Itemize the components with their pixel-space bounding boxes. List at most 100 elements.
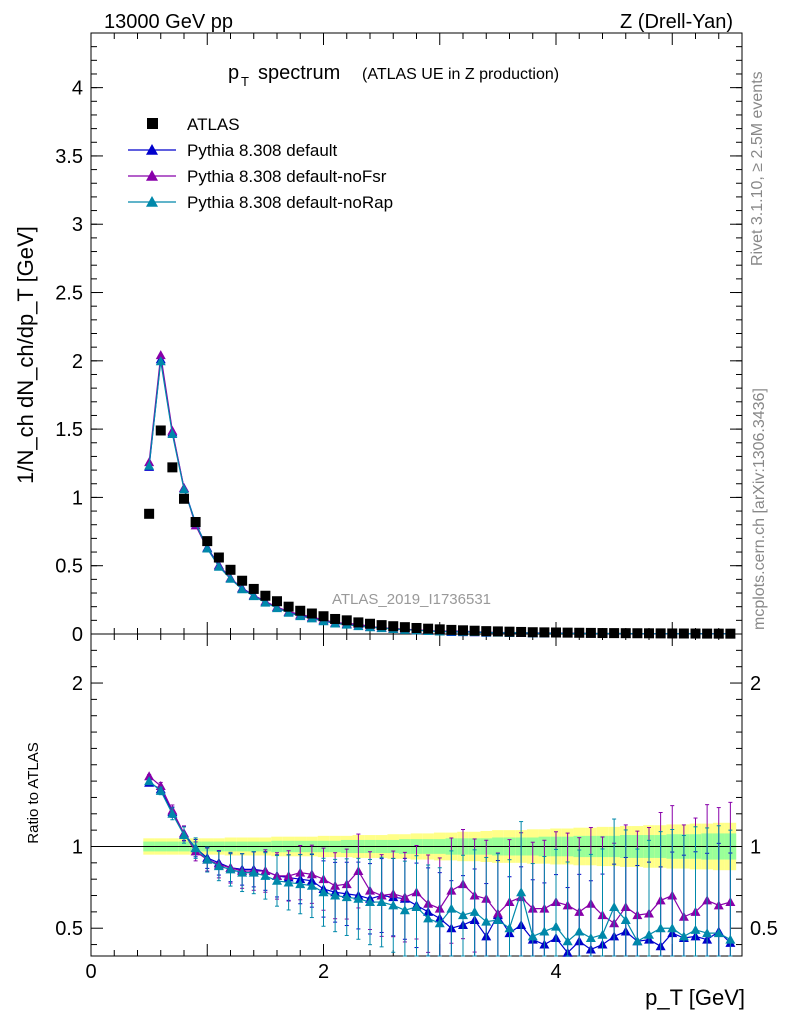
main-series <box>144 350 736 639</box>
atlas-point <box>469 625 480 636</box>
main-point-norap <box>179 484 189 494</box>
ratio-y-tick-label-right: 1 <box>750 836 761 858</box>
ratio-point-norap <box>504 923 515 933</box>
legend-marker-triangle <box>146 144 158 155</box>
ratio-point-norap <box>155 785 166 795</box>
ratio-point-norap <box>609 901 620 911</box>
ratio-point-norap <box>213 861 224 871</box>
main-y-axis-label: 1/N_ch dN_ch/dp_T [GeV] <box>13 226 38 484</box>
ratio-y-tick-label: 0.5 <box>55 918 83 940</box>
ratio-point-norap <box>330 890 341 900</box>
ratio-point-norap <box>446 903 457 913</box>
atlas-point <box>295 605 306 616</box>
ratio-point-norap <box>353 893 364 903</box>
ratio-point-norap <box>190 843 201 853</box>
atlas-point <box>678 628 689 639</box>
atlas-point <box>167 462 178 473</box>
ratio-point-norap <box>144 776 155 786</box>
title-spectrum: spectrum <box>258 62 340 84</box>
atlas-point <box>179 493 189 504</box>
mcplots-label: mcplots.cern.ch [arXiv:1306.3436] <box>751 388 768 630</box>
main-point-norap <box>283 607 294 617</box>
legend-label: Pythia 8.308 default-noFsr <box>187 167 387 186</box>
ratio-point-norap <box>516 887 527 897</box>
legend-entry: ATLAS <box>147 115 240 134</box>
main-y-tick-label: 0.5 <box>55 556 83 578</box>
main-point-norap <box>237 584 248 594</box>
atlas-point <box>376 620 387 631</box>
atlas-point <box>481 626 492 637</box>
rivet-label: Rivet 3.1.10, ≥ 2.5M events <box>749 71 766 266</box>
atlas-point <box>434 624 445 635</box>
ratio-point-norap <box>725 934 736 944</box>
x-tick-label: 4 <box>550 961 561 983</box>
atlas-point <box>341 615 352 626</box>
ratio-point-norap <box>248 867 259 877</box>
x-tick-label: 0 <box>85 961 96 983</box>
legend: ATLAS Pythia 8.308 default Pythia 8.308 de… <box>128 115 393 212</box>
ratio-point-norap <box>667 923 678 933</box>
atlas-point <box>655 628 666 639</box>
atlas-point <box>365 618 375 629</box>
atlas-point <box>213 552 224 563</box>
atlas-point <box>539 627 550 638</box>
x-tick-label: 2 <box>318 961 329 983</box>
ratio-point-norap <box>713 928 724 938</box>
ratio-point-norap <box>399 905 410 915</box>
atlas-point <box>318 611 329 622</box>
main-y-tick-label: 3 <box>72 214 83 236</box>
main-point-norap <box>155 356 166 366</box>
ratio-y-tick-label: 1 <box>72 836 83 858</box>
ratio-point-norap <box>365 897 375 907</box>
ratio-point-norap <box>272 875 282 885</box>
watermark: ATLAS_2019_I1736531 <box>332 591 491 608</box>
ratio-point-norap <box>376 897 387 907</box>
ratio-point-norap <box>237 867 248 877</box>
title-p: p <box>228 62 239 84</box>
legend-marker-triangle <box>146 196 158 207</box>
atlas-point <box>399 622 410 633</box>
ratio-point-norap <box>434 918 445 928</box>
title-note: (ATLAS UE in Z production) <box>362 66 559 83</box>
ratio-point-norap <box>574 926 585 936</box>
ratio-point-norap <box>469 906 480 916</box>
ratio-point-norap <box>632 936 643 946</box>
ratio-series <box>144 771 736 957</box>
ratio-point-norap <box>202 854 213 864</box>
atlas-point <box>690 628 701 639</box>
ratio-point-nofsr <box>144 771 155 781</box>
atlas-point <box>423 623 434 634</box>
header-right: Z (Drell-Yan) <box>620 11 733 33</box>
title-sub: T <box>241 74 249 89</box>
atlas-point <box>516 626 527 637</box>
ratio-point-norap <box>318 887 329 897</box>
atlas-point <box>713 628 724 639</box>
ratio-point-norap <box>644 929 654 939</box>
ratio-point-norap <box>702 928 713 938</box>
atlas-point <box>644 628 654 639</box>
atlas-point <box>202 536 213 547</box>
main-y-axis-title: 1/N_ch dN_ch/dp_T [GeV] <box>13 226 38 484</box>
ratio-point-norap <box>260 870 271 880</box>
ratio-point-norap <box>283 877 294 887</box>
main-y-tick-label: 4 <box>72 78 83 100</box>
atlas-point <box>353 617 364 628</box>
main-point-norap <box>213 561 224 571</box>
atlas-point <box>411 622 422 633</box>
ratio-point-norap <box>585 933 596 943</box>
atlas-point <box>388 621 399 632</box>
main-point-norap <box>202 543 213 553</box>
ratio-point-norap <box>167 808 178 818</box>
atlas-point <box>492 626 503 637</box>
ratio-point-norap <box>388 900 399 910</box>
ratio-point-norap <box>341 892 352 902</box>
atlas-point <box>225 564 236 575</box>
atlas-point <box>585 627 596 638</box>
ratio-point-norap <box>179 830 189 840</box>
atlas-point <box>283 601 294 612</box>
legend-entry: Pythia 8.308 default <box>128 141 338 160</box>
ratio-point-norap <box>527 931 538 941</box>
main-point-norap <box>225 573 236 583</box>
legend-label: Pythia 8.308 default-noRap <box>187 193 393 212</box>
atlas-point <box>597 628 608 639</box>
